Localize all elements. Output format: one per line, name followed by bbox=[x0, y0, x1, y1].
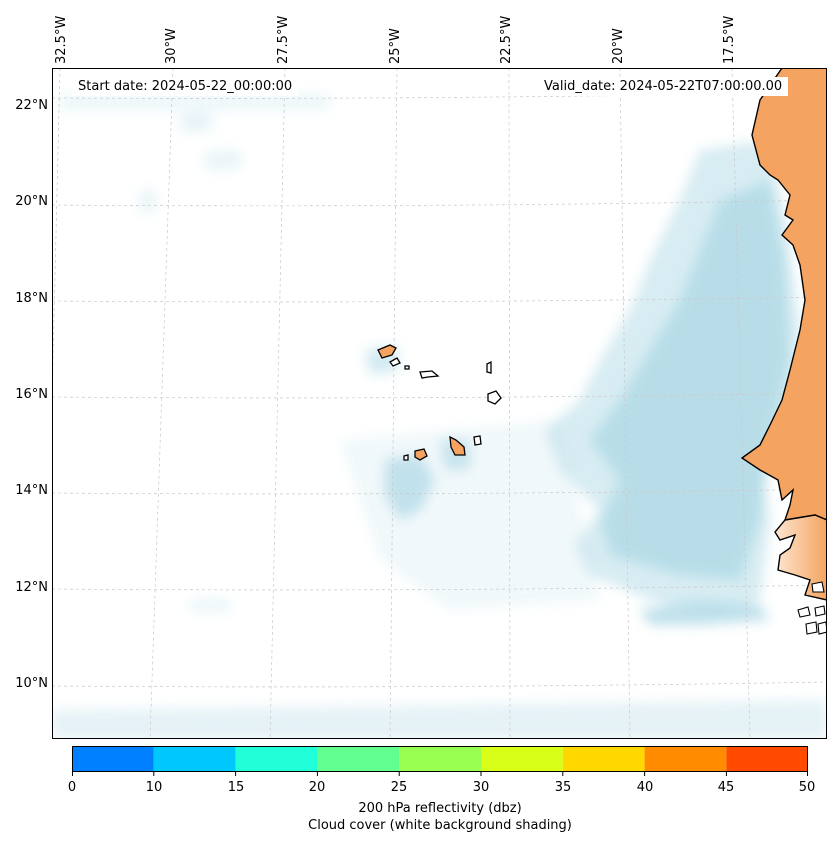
sal-island bbox=[486, 360, 492, 374]
fogo-island bbox=[414, 448, 428, 461]
colorbar-tick-label: 0 bbox=[67, 780, 77, 795]
valid-date-label: Valid_date: 2024-05-22T07:00:00.00 bbox=[538, 77, 789, 96]
lat-label: 20°N bbox=[15, 194, 48, 209]
colorbar-segment bbox=[317, 746, 400, 772]
lon-label: 20°W bbox=[611, 28, 626, 64]
graticule bbox=[52, 68, 827, 739]
start-date-label: Start date: 2024-05-22_00:00:00 bbox=[72, 77, 299, 96]
lon-label: 22.5°W bbox=[499, 15, 514, 64]
santa-luzia-island bbox=[404, 365, 410, 370]
colorbar-tick-label: 25 bbox=[390, 780, 408, 795]
lon-label: 25°W bbox=[388, 28, 403, 64]
colorbar-tick-label: 40 bbox=[636, 780, 654, 795]
lat-label: 14°N bbox=[15, 483, 48, 498]
colorbar-label: 200 hPa reflectivity (dbz) bbox=[358, 801, 522, 816]
cape-verde-islands bbox=[377, 344, 502, 461]
colorbar-tick-label: 15 bbox=[227, 780, 245, 795]
colorbar-segment bbox=[72, 746, 154, 772]
sao-vicente-island bbox=[389, 357, 401, 367]
lon-label: 27.5°W bbox=[276, 15, 291, 64]
sao-nicolau-island bbox=[419, 370, 440, 379]
bijagos-islands bbox=[797, 581, 827, 635]
maio-island bbox=[473, 435, 482, 446]
colorbar-segment bbox=[235, 746, 318, 772]
lat-label: 18°N bbox=[15, 291, 48, 306]
colorbar-segment bbox=[726, 746, 808, 772]
colorbar-segment bbox=[153, 746, 236, 772]
colorbar-tick-label: 20 bbox=[308, 780, 326, 795]
colorbar-segment bbox=[644, 746, 727, 772]
colorbar-tick-label: 50 bbox=[798, 780, 816, 795]
colorbar-sublabel: Cloud cover (white background shading) bbox=[308, 818, 572, 833]
colorbar-tick-label: 45 bbox=[717, 780, 735, 795]
cloud-cover bbox=[52, 95, 827, 739]
senegal-coast bbox=[774, 514, 827, 601]
lon-label: 32.5°W bbox=[54, 15, 69, 64]
colorbar-tick-label: 35 bbox=[554, 780, 572, 795]
lon-label: 17.5°W bbox=[722, 15, 737, 64]
santo-antao-island bbox=[377, 344, 397, 359]
colorbar-segment bbox=[399, 746, 481, 772]
lon-label: 30°W bbox=[164, 28, 179, 64]
map-frame bbox=[52, 68, 827, 739]
colorbar-segment bbox=[562, 746, 645, 772]
colorbar-segment bbox=[481, 746, 563, 772]
colorbar-tick-label: 10 bbox=[145, 780, 163, 795]
colorbar-tick-label: 30 bbox=[472, 780, 490, 795]
lat-label: 12°N bbox=[15, 580, 48, 595]
lat-label: 22°N bbox=[15, 98, 48, 113]
santiago-island bbox=[449, 435, 466, 456]
africa-mainland bbox=[740, 68, 827, 521]
brava-island bbox=[403, 454, 409, 461]
lat-label: 10°N bbox=[15, 676, 48, 691]
colorbar bbox=[72, 746, 808, 776]
lat-label: 16°N bbox=[15, 387, 48, 402]
boa-vista-island bbox=[487, 390, 502, 405]
